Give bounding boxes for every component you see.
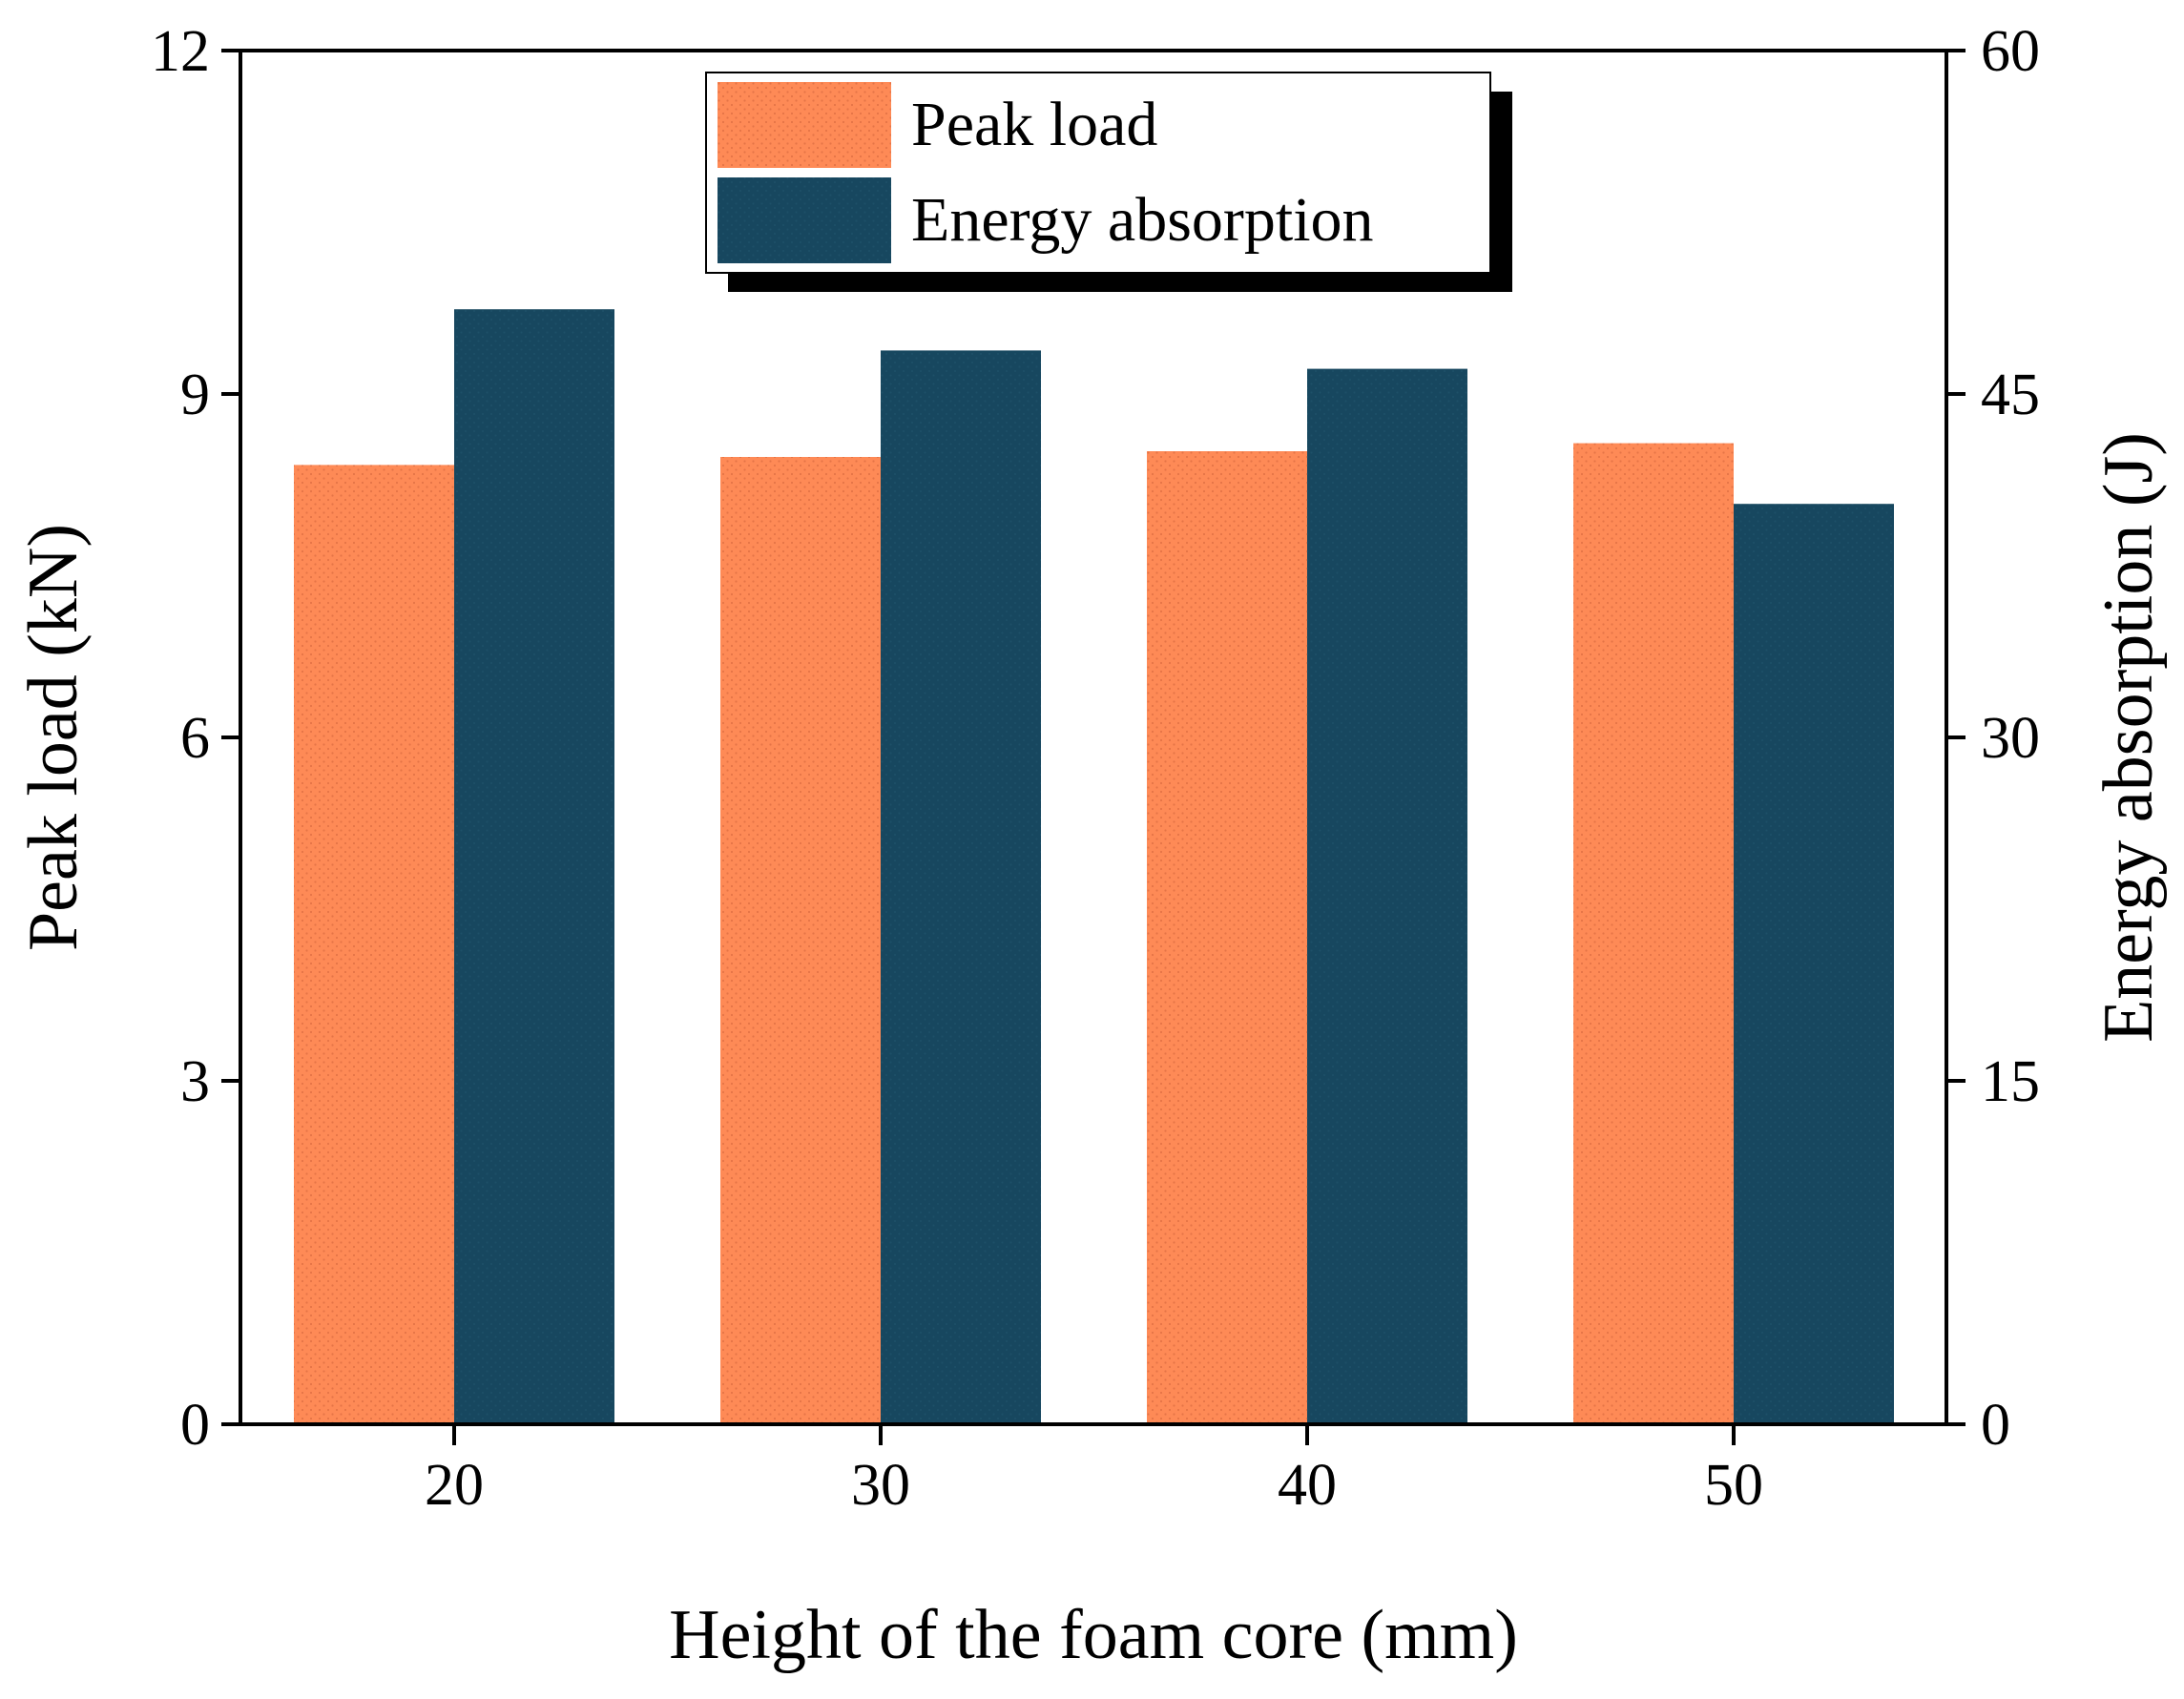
y-left-tick-label: 12	[151, 19, 210, 84]
bars-layer	[294, 309, 1894, 1425]
axes-layer: 0 3 6 9 12 0 15 30 45 60 20 30 40 50 Height of the foa…	[14, 19, 2168, 1674]
bar-energy-absorption-20	[454, 309, 614, 1425]
bar-energy-absorption-40	[1307, 368, 1467, 1425]
bar-peak-load-40	[1147, 451, 1307, 1424]
legend-label: Peak load	[911, 90, 1157, 159]
y-left-tick-label: 0	[180, 1393, 210, 1458]
legend-swatch-peak-load	[718, 82, 891, 168]
y-left-tick-label: 3	[180, 1049, 210, 1114]
bar-peak-load-20	[294, 465, 454, 1424]
x-tick-label: 20	[425, 1453, 484, 1518]
bar-energy-absorption-50	[1734, 504, 1894, 1424]
y-left-axis-title: Peak load (kN)	[14, 524, 93, 951]
bar-peak-load-30	[720, 457, 881, 1424]
y-right-tick-label: 0	[1981, 1393, 2010, 1458]
y-left-tick-label: 9	[180, 363, 210, 427]
y-right-tick-label: 60	[1981, 19, 2040, 84]
x-axis-title: Height of the foam core (mm)	[669, 1596, 1518, 1674]
bar-peak-load-50	[1573, 443, 1734, 1425]
y-right-tick-label: 15	[1981, 1049, 2040, 1114]
y-left-tick-label: 6	[180, 706, 210, 771]
bar-energy-absorption-30	[881, 350, 1041, 1424]
x-tick-label: 50	[1704, 1453, 1763, 1518]
legend-label: Energy absorption	[911, 185, 1374, 255]
x-tick-label: 30	[851, 1453, 910, 1518]
legend-swatch-energy-absorption	[718, 177, 891, 263]
y-right-tick-label: 45	[1981, 363, 2040, 427]
x-tick-label: 40	[1278, 1453, 1337, 1518]
legend: Peak load Energy absorption	[705, 72, 1512, 292]
y-right-axis-title: Energy absorption (J)	[2090, 432, 2168, 1043]
y-right-tick-label: 30	[1981, 706, 2040, 771]
